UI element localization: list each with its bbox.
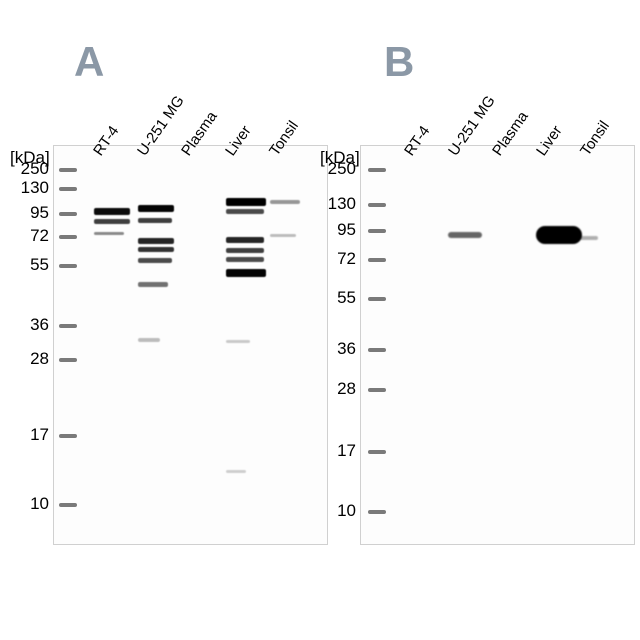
ladder-band	[368, 348, 386, 352]
ladder-band	[59, 212, 77, 216]
mw-label-a: 72	[15, 226, 49, 246]
protein-band	[138, 218, 172, 223]
mw-label-b: 28	[322, 379, 356, 399]
mw-label-a: 95	[15, 203, 49, 223]
mw-label-b: 72	[322, 249, 356, 269]
ladder-band	[368, 388, 386, 392]
ladder-band	[59, 264, 77, 268]
mw-label-a: 17	[15, 425, 49, 445]
mw-label-a: 36	[15, 315, 49, 335]
protein-band	[138, 338, 160, 342]
mw-label-a: 28	[15, 349, 49, 369]
mw-label-a: 55	[15, 255, 49, 275]
mw-label-b: 95	[322, 220, 356, 240]
ladder-band	[59, 324, 77, 328]
panel-b-label: B	[384, 38, 414, 86]
protein-band	[138, 282, 168, 287]
mw-label-b: 10	[322, 501, 356, 521]
protein-band	[226, 248, 264, 253]
protein-band	[226, 257, 264, 262]
protein-band	[270, 200, 300, 204]
protein-band	[138, 258, 172, 263]
protein-band	[138, 238, 174, 244]
protein-band	[226, 198, 266, 206]
ladder-band	[368, 203, 386, 207]
panel-a-label: A	[74, 38, 104, 86]
blot-a	[53, 145, 328, 545]
protein-band	[94, 219, 130, 224]
protein-band	[580, 236, 598, 240]
protein-band	[270, 234, 296, 237]
protein-band	[138, 205, 174, 212]
ladder-band	[368, 510, 386, 514]
ladder-band	[368, 450, 386, 454]
ladder-band	[59, 168, 77, 172]
ladder-band	[59, 235, 77, 239]
protein-band	[448, 232, 482, 238]
protein-band	[226, 269, 266, 277]
mw-label-b: 55	[322, 288, 356, 308]
mw-label-b: 17	[322, 441, 356, 461]
mw-label-b: 36	[322, 339, 356, 359]
mw-label-a: 250	[15, 159, 49, 179]
protein-band	[138, 247, 174, 252]
ladder-band	[368, 297, 386, 301]
mw-label-b: 130	[322, 194, 356, 214]
ladder-band	[368, 229, 386, 233]
mw-label-a: 10	[15, 494, 49, 514]
ladder-band	[368, 168, 386, 172]
protein-band	[226, 237, 264, 243]
protein-band	[226, 340, 250, 343]
protein-band	[226, 470, 246, 473]
protein-band	[94, 232, 124, 235]
protein-band	[226, 209, 264, 214]
mw-label-a: 130	[15, 178, 49, 198]
blot-b	[360, 145, 635, 545]
ladder-band	[59, 358, 77, 362]
protein-band	[536, 226, 582, 244]
protein-band	[94, 208, 130, 215]
ladder-band	[368, 258, 386, 262]
ladder-band	[59, 187, 77, 191]
ladder-band	[59, 503, 77, 507]
mw-label-b: 250	[322, 159, 356, 179]
ladder-band	[59, 434, 77, 438]
